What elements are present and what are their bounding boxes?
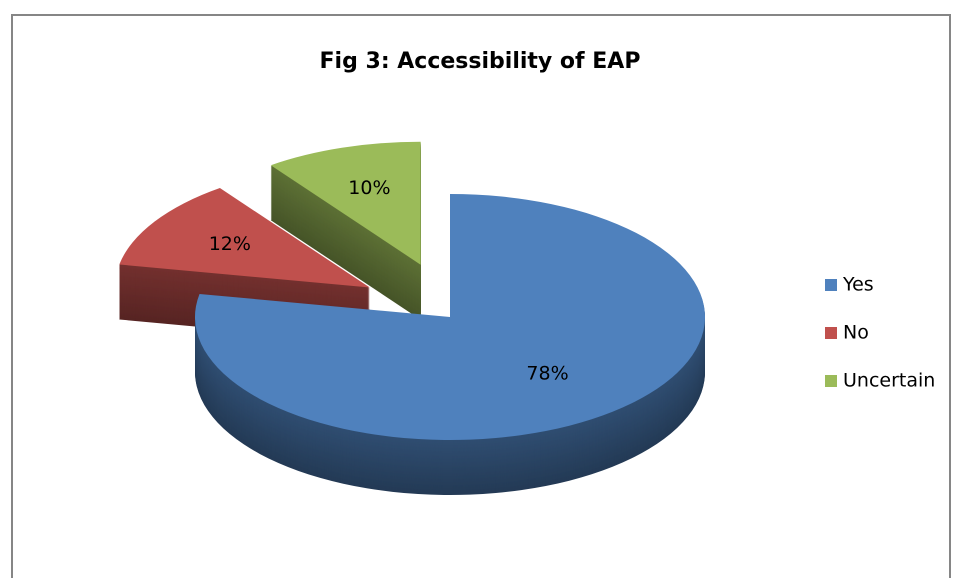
data-label: 78%	[526, 362, 568, 384]
chart-border	[11, 14, 951, 578]
slice	[119, 188, 370, 288]
legend-swatch	[825, 375, 837, 387]
legend-swatch	[825, 327, 837, 339]
legend-swatch	[825, 279, 837, 291]
data-label: 10%	[348, 177, 390, 199]
slice	[194, 194, 706, 440]
legend-label: Yes	[842, 274, 874, 296]
slice	[270, 141, 421, 265]
legend-label: Uncertain	[843, 370, 935, 392]
data-label: 12%	[209, 233, 251, 255]
chart-title: Fig 3: Accessibility of EAP	[320, 49, 641, 74]
legend-label: No	[843, 322, 869, 344]
